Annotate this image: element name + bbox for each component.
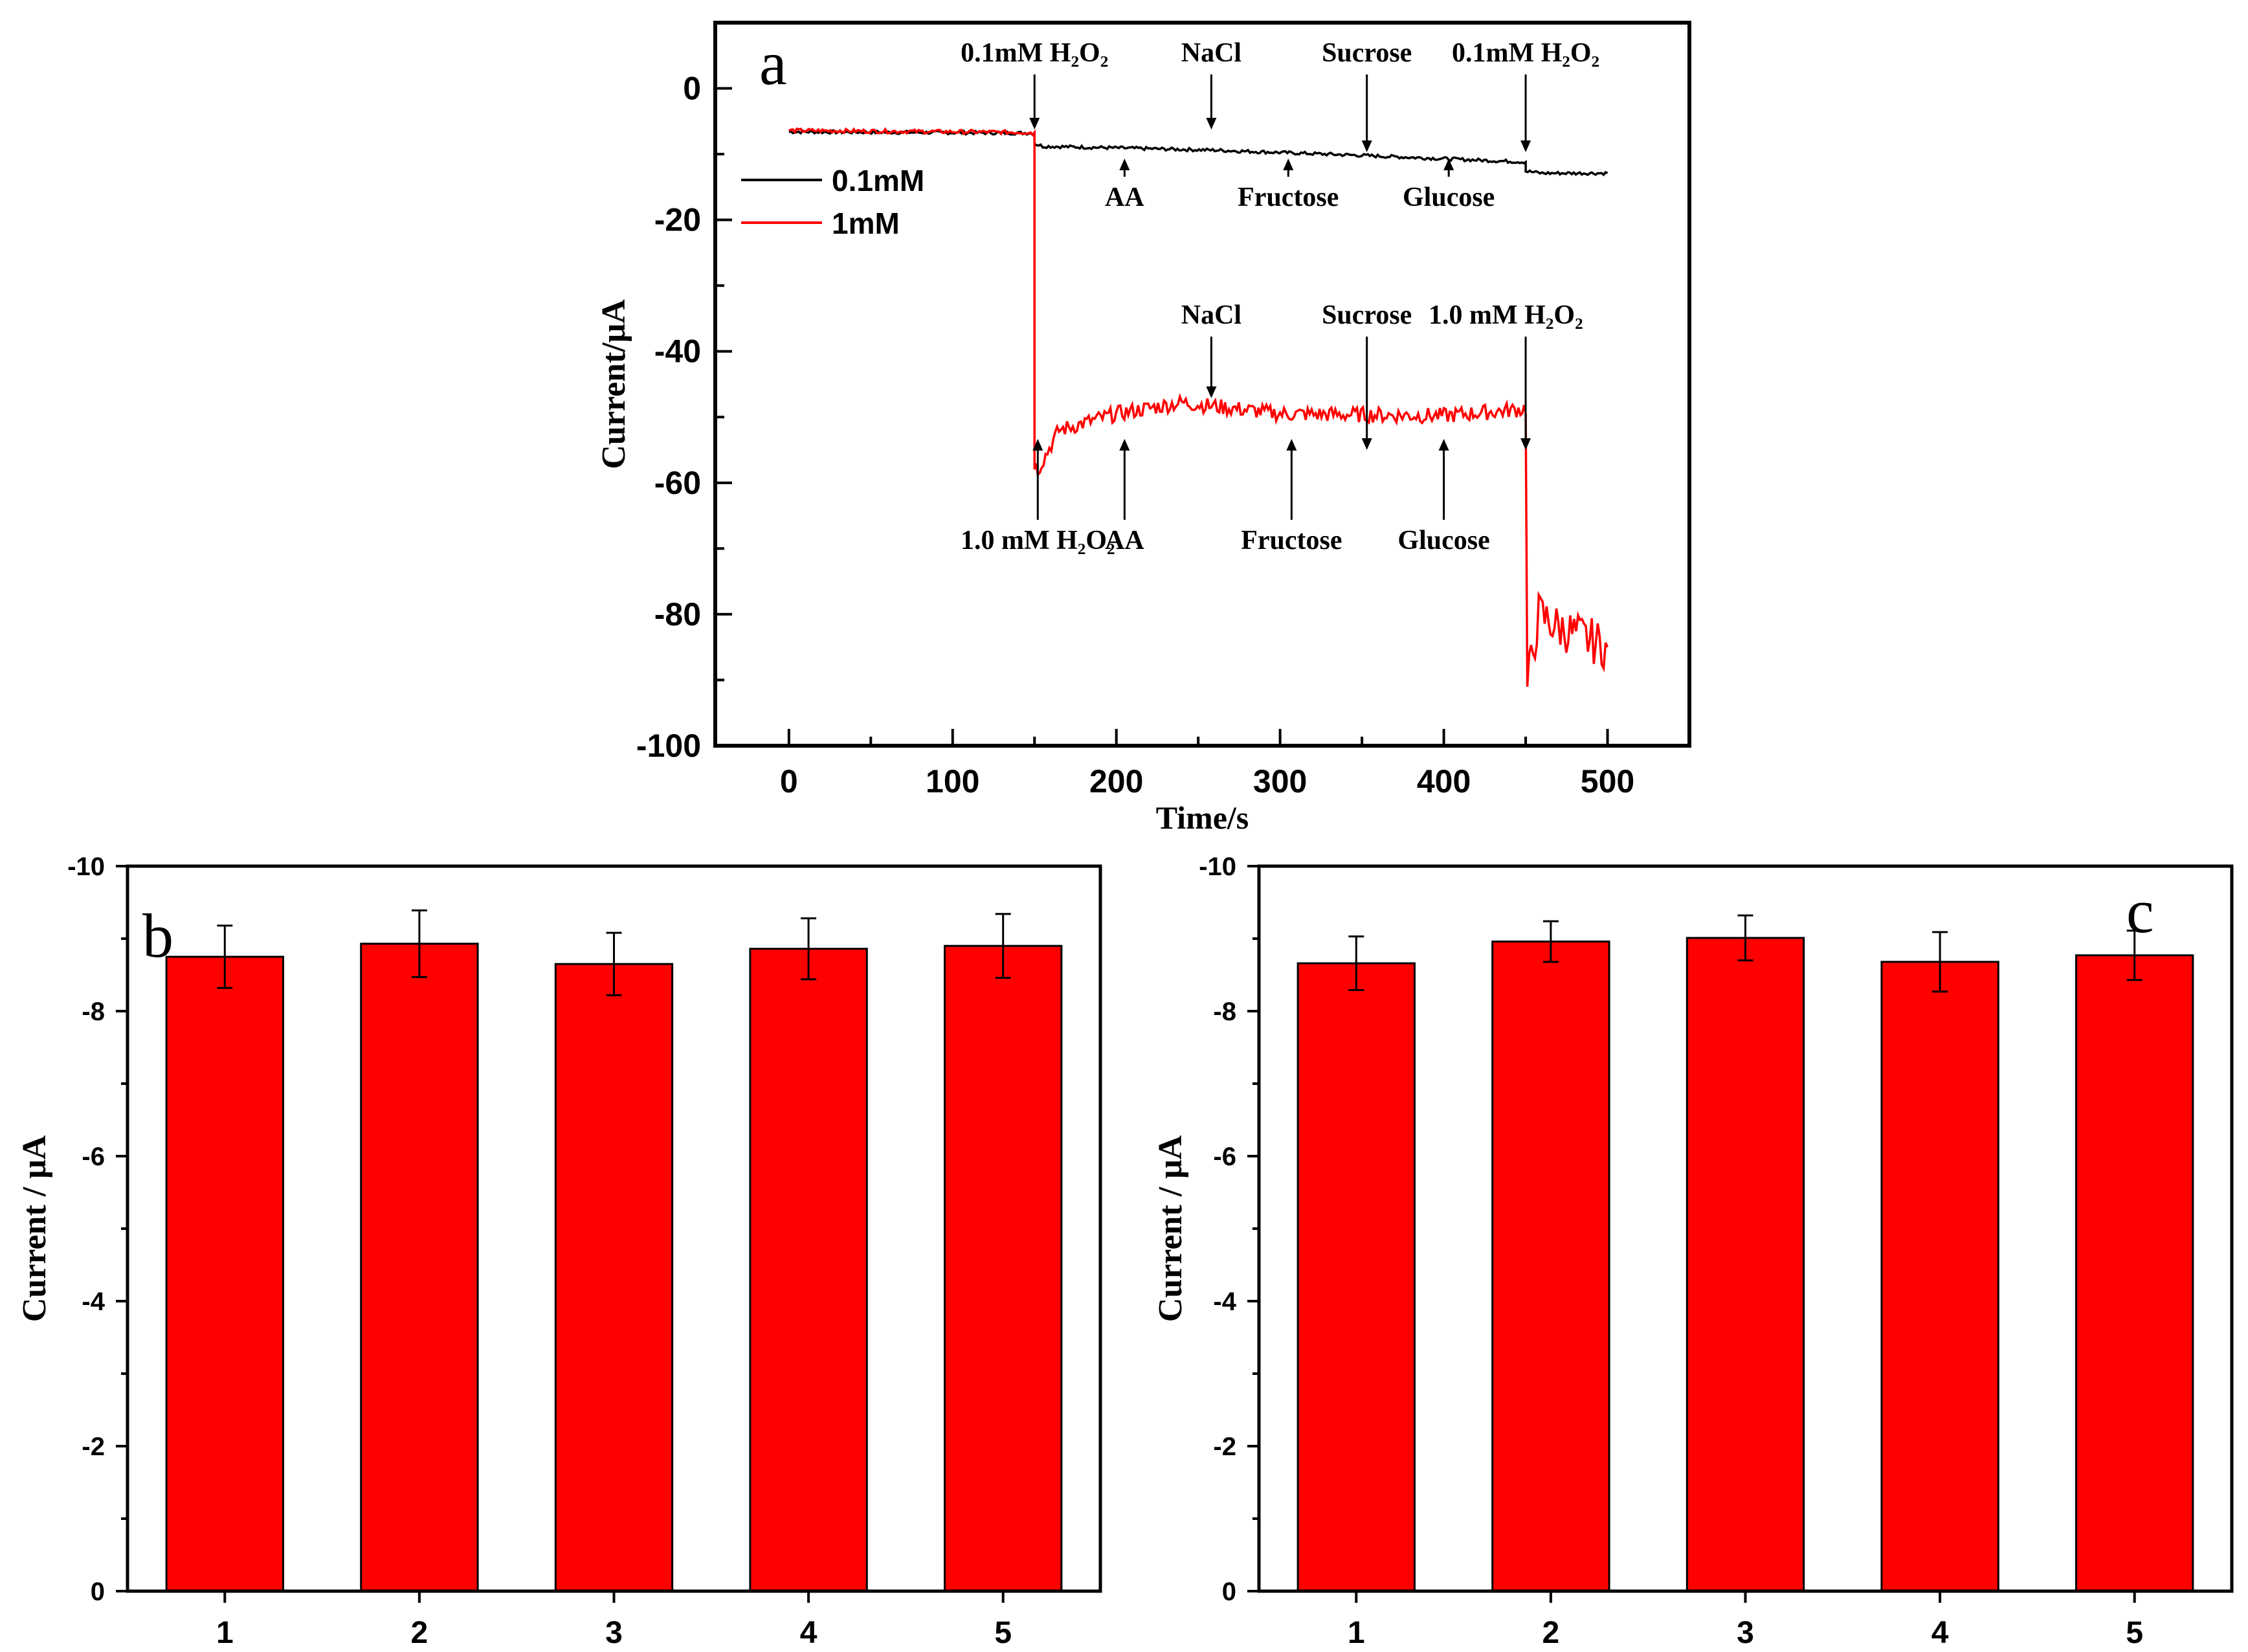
x-tick-label: 0	[780, 763, 798, 799]
annotation-label: NaCl	[1181, 38, 1241, 68]
x-tick-label: 1	[216, 1616, 234, 1650]
annotation-arrowhead	[1206, 118, 1217, 129]
x-tick-label: 500	[1581, 763, 1634, 799]
x-tick-label: 2	[1542, 1616, 1560, 1650]
annotation-arrowhead	[1361, 438, 1372, 450]
panel-label: c	[2126, 876, 2154, 946]
annotation-arrowhead	[1438, 439, 1449, 451]
bar	[1491, 940, 1610, 1592]
panel-label: a	[759, 28, 787, 98]
x-tick-label: 200	[1089, 763, 1143, 799]
annotation-label: 1.0 mM H₂O₂	[961, 526, 1115, 555]
y-axis-title: Current / μA	[1152, 1135, 1189, 1322]
annotation-label: Sucrose	[1322, 38, 1412, 68]
bar	[554, 963, 674, 1592]
x-tick-label: 5	[2126, 1616, 2143, 1650]
y-tick-label: -4	[82, 1288, 105, 1316]
bar	[1880, 961, 1999, 1592]
annotation-label: 0.1mM H₂O₂	[961, 38, 1108, 68]
x-tick-label: 100	[926, 763, 979, 799]
y-tick-label: -10	[1199, 853, 1236, 881]
annotation-label: 1.0 mM H₂O₂	[1429, 300, 1583, 330]
bar	[1296, 962, 1416, 1592]
annotation-label: Glucose	[1403, 183, 1495, 212]
annotation-arrowhead	[1286, 439, 1297, 451]
legend-label: 0.1mM	[832, 164, 924, 197]
annotation-arrowhead	[1119, 159, 1130, 170]
y-tick-label: -2	[82, 1433, 105, 1461]
annotation-arrowhead	[1361, 140, 1372, 152]
x-tick-label: 5	[994, 1616, 1012, 1650]
y-tick-label: 0	[1222, 1578, 1236, 1606]
annotation-arrowhead	[1520, 140, 1531, 152]
y-tick-label: 0	[683, 71, 701, 107]
panel-b-bar-chart: 1 2 3 4 5 0 -2 -4 -6 -8 -10 Current / μA b	[16, 853, 1102, 1650]
annotation-label: NaCl	[1181, 300, 1241, 330]
panel-c-bar-chart: 1 2 3 4 5 0 -2 -4 -6 -8 -10 Current / μA c	[1152, 853, 2234, 1650]
y-tick-label: -8	[1213, 998, 1236, 1026]
y-tick-label: -60	[654, 465, 701, 501]
annotation-label: Fructose	[1238, 183, 1339, 212]
y-tick-label: -20	[654, 202, 701, 238]
y-tick-label: -40	[654, 333, 701, 370]
bar	[749, 948, 868, 1592]
y-tick-label: -10	[67, 853, 105, 881]
bar	[165, 955, 284, 1592]
annotation-arrowhead	[1206, 386, 1217, 398]
y-axis-title: Current / μA	[16, 1135, 53, 1322]
series-line-1mM	[788, 127, 1609, 687]
y-axis-title: Current/μA	[595, 299, 632, 469]
x-tick-label: 4	[800, 1616, 818, 1650]
y-tick-label: -100	[636, 728, 701, 764]
annotation-label: Fructose	[1241, 526, 1342, 555]
bar	[360, 943, 479, 1592]
annotation-arrowhead	[1032, 439, 1043, 451]
plot-frame	[713, 21, 1691, 748]
annotation-label: AA	[1105, 526, 1144, 555]
x-tick-label: 300	[1253, 763, 1307, 799]
bar	[2075, 954, 2194, 1592]
y-tick-label: -4	[1213, 1288, 1236, 1316]
x-tick-label: 3	[1737, 1616, 1754, 1650]
annotation-label: 0.1mM H₂O₂	[1452, 38, 1599, 68]
y-tick-label: -8	[82, 998, 105, 1026]
annotation-label: Sucrose	[1322, 300, 1412, 330]
x-tick-label: 2	[411, 1616, 428, 1650]
y-tick-label: -80	[654, 596, 701, 632]
annotation-arrowhead	[1119, 439, 1130, 451]
annotation-arrowhead	[1283, 159, 1294, 170]
panel-label: b	[142, 901, 173, 970]
annotation-label: Glucose	[1397, 526, 1489, 555]
y-tick-label: 0	[91, 1578, 105, 1606]
x-tick-label: 3	[605, 1616, 623, 1650]
bar	[1686, 937, 1805, 1592]
x-tick-label: 400	[1417, 763, 1471, 799]
annotation-arrowhead	[1029, 118, 1040, 129]
x-axis-title: Time/s	[1156, 799, 1249, 836]
y-tick-label: -6	[1213, 1143, 1236, 1171]
annotation-arrowhead	[1443, 159, 1454, 170]
annotation-arrowhead	[1520, 438, 1531, 450]
bar	[944, 944, 1063, 1592]
legend-label: 1mM	[832, 206, 900, 240]
annotation-label: AA	[1105, 183, 1144, 212]
x-tick-label: 4	[1931, 1616, 1949, 1650]
y-tick-label: -2	[1213, 1433, 1236, 1461]
panel-a-line-chart: 0 100 200 300 400 500 0 -20 -40 -60 -80 -100 Time/s C…	[595, 21, 1691, 836]
x-tick-label: 1	[1348, 1616, 1365, 1650]
y-tick-label: -6	[82, 1143, 105, 1171]
